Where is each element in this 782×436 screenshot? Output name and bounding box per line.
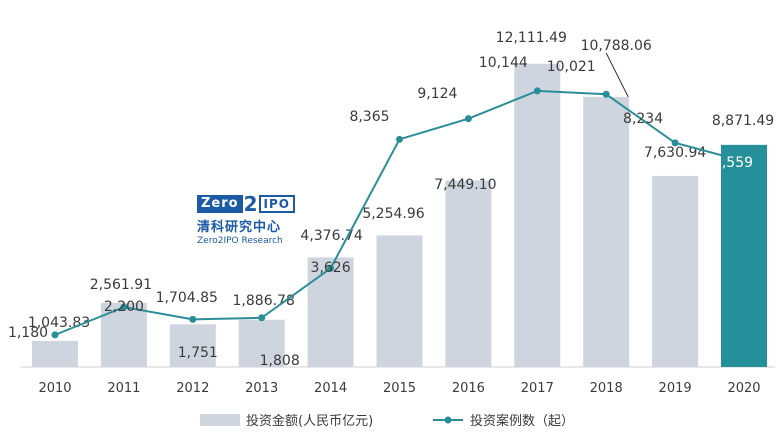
- line-point-2011: [120, 303, 128, 311]
- x-tick-2010: 2010: [38, 381, 71, 396]
- line-label-2017: 10,144: [479, 55, 528, 71]
- line-label-2016: 9,124: [417, 86, 457, 102]
- bar-2019: [652, 175, 699, 367]
- bar-label-2016: 7,449.10: [434, 177, 496, 193]
- bar-label-2017: 12,111.49: [496, 30, 567, 46]
- bar-2020: [721, 144, 767, 367]
- line-label-2011: 2,200: [104, 299, 144, 315]
- x-tick-2017: 2017: [521, 381, 554, 396]
- x-tick-2014: 2014: [314, 381, 347, 396]
- logo-en-name: Zero2IPO Research: [197, 236, 283, 246]
- line-point-2013: [258, 314, 266, 322]
- bar-label-2020: 8,871.49: [712, 113, 774, 129]
- x-tick-2016: 2016: [452, 381, 485, 396]
- legend-line-label: 投资案例数（起）: [470, 413, 574, 429]
- line-point-2015: [396, 135, 403, 143]
- x-tick-2020: 2020: [727, 381, 760, 396]
- legend-line-marker: [444, 416, 452, 424]
- x-tick-2012: 2012: [176, 381, 209, 396]
- label-leader-2018: [605, 52, 629, 98]
- legend: 投资金额(人民币亿元) 投资案例数（起）: [200, 413, 574, 429]
- bar-label-2011: 2,561.91: [90, 277, 152, 293]
- line-series: 1,180 2,200 1,751 1,808 3,626 8,365 9,124 10,14…: [8, 52, 753, 369]
- line-label-2010: 1,180: [8, 325, 48, 341]
- bar-label-2018: 10,788.06: [581, 38, 652, 54]
- x-tick-2011: 2011: [107, 381, 140, 396]
- logo-two: 2: [243, 192, 258, 216]
- x-tick-2015: 2015: [383, 381, 416, 396]
- logo-ipo: IPO: [258, 195, 295, 213]
- x-tick-2013: 2013: [245, 381, 278, 396]
- bar-2017: [514, 63, 561, 367]
- bar-label-2012: 1,704.85: [156, 290, 218, 306]
- line-label-2013: 1,808: [260, 353, 300, 369]
- bar-2018: [583, 96, 630, 367]
- line-label-2019: 8,234: [623, 111, 663, 127]
- line-label-2014: 3,626: [311, 260, 351, 276]
- line-point-2020: [740, 157, 748, 165]
- line-point-2017: [533, 87, 541, 95]
- bar-2013: [238, 319, 285, 367]
- bar-label-2014: 4,376.74: [300, 228, 362, 244]
- x-tick-2019: 2019: [659, 381, 692, 396]
- bar-2016: [445, 180, 492, 367]
- line-label-2020: 7,559: [713, 155, 753, 171]
- legend-bar-label: 投资金额(人民币亿元): [246, 413, 373, 429]
- line-label-2018: 10,021: [547, 59, 596, 75]
- legend-bar-swatch: [200, 414, 240, 426]
- line-point-2019: [671, 139, 679, 147]
- bar-2015: [376, 235, 423, 367]
- line-point-2014: [327, 264, 335, 272]
- logo-cn-name: 清科研究中心: [197, 220, 282, 235]
- logo-zero: Zero: [197, 195, 243, 213]
- line-point-2016: [464, 115, 472, 123]
- line-point-2010: [51, 331, 59, 339]
- bar-2010: [32, 340, 78, 367]
- bar-series: 1,043.832,561.911,704.85 1,886.784,376.74…: [28, 30, 774, 367]
- bar-2014: [307, 257, 354, 367]
- line-point-2018: [602, 90, 610, 98]
- line-label-2015: 8,365: [349, 109, 389, 125]
- line-point-2012: [189, 315, 197, 323]
- bar-label-2015: 5,254.96: [362, 206, 424, 222]
- line-label-2012: 1,751: [178, 345, 218, 361]
- zero2ipo-logo: Zero 2 IPO 清科研究中心 Zero2IPO Research: [197, 192, 295, 250]
- bar-label-2019: 7,630.94: [644, 145, 706, 161]
- x-axis-ticks: 2010 2011 2012 2013 2014 2015 2016 2017 2018 2019…: [38, 381, 760, 396]
- bar-2012: [169, 324, 216, 367]
- x-tick-2018: 2018: [590, 381, 623, 396]
